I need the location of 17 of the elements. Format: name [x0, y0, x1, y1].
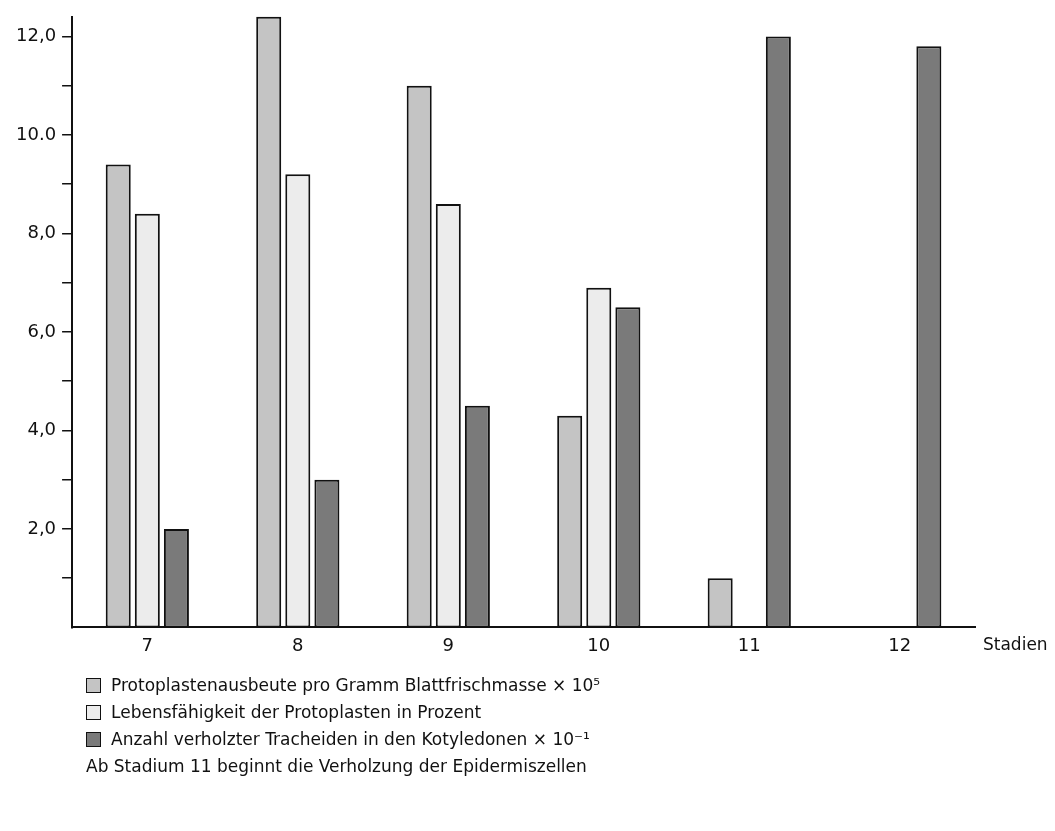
x-tick-label: 9: [442, 633, 455, 655]
legend-label: Lebensfähigkeit der Protoplasten in Prozent: [111, 701, 482, 724]
x-tick-label: 8: [292, 633, 304, 655]
x-tick-label: 7: [141, 633, 154, 655]
y-tick-label: 8,0: [27, 221, 57, 243]
y-tick-label: 2,0: [27, 516, 57, 538]
y-tick-label: 10.0: [16, 122, 57, 144]
y-tick-label: 12,0: [16, 24, 57, 46]
x-tick-label: 11: [737, 633, 761, 655]
y-tick-label: 4,0: [27, 418, 57, 440]
legend-label: Anzahl verholzter Tracheiden in den Kotyledonen × 10⁻¹: [111, 728, 590, 751]
x-axis-title: Stadien: [983, 634, 1048, 655]
text: Ab Stadium 11 beginnt die Verholzung der Epidermiszellen: [86, 755, 588, 778]
x-tick-label: 10: [587, 633, 611, 655]
x-tick-label: 12: [888, 633, 912, 655]
legend-label: Protoplastenausbeute pro Gramm Blattfrischmasse × 10⁵: [111, 674, 601, 697]
y-tick-label: 6,0: [27, 319, 57, 341]
